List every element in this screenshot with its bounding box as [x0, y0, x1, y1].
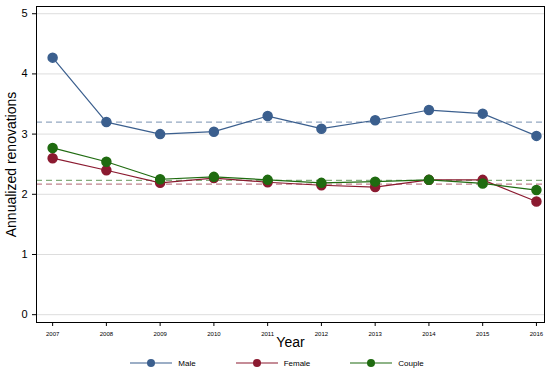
html-text:Male: Male: [178, 358, 196, 368]
svg-text:2009: 2009: [153, 331, 167, 337]
svg-text:2: 2: [21, 188, 27, 200]
svg-text:Annualized renovations: Annualized renovations: [3, 92, 19, 238]
svg-text:5: 5: [21, 7, 27, 19]
svg-text:2012: 2012: [315, 331, 329, 337]
svg-text:2007: 2007: [46, 331, 60, 337]
svg-text:1: 1: [21, 248, 27, 260]
svg-text:2011: 2011: [261, 331, 275, 337]
svg-text:2015: 2015: [476, 331, 490, 337]
svg-text:3: 3: [21, 128, 27, 140]
svg-text:2010: 2010: [207, 331, 221, 337]
svg-text:2008: 2008: [100, 331, 114, 337]
html-text:Female: Female: [283, 358, 311, 368]
svg-text:2014: 2014: [422, 331, 436, 337]
html-text:Couple: Couple: [398, 358, 424, 368]
svg-text:2013: 2013: [368, 331, 382, 337]
svg-text:Year: Year: [276, 334, 305, 350]
svg-text:2016: 2016: [530, 331, 544, 337]
svg-text:4: 4: [21, 67, 27, 79]
svg-text:0: 0: [21, 308, 27, 320]
